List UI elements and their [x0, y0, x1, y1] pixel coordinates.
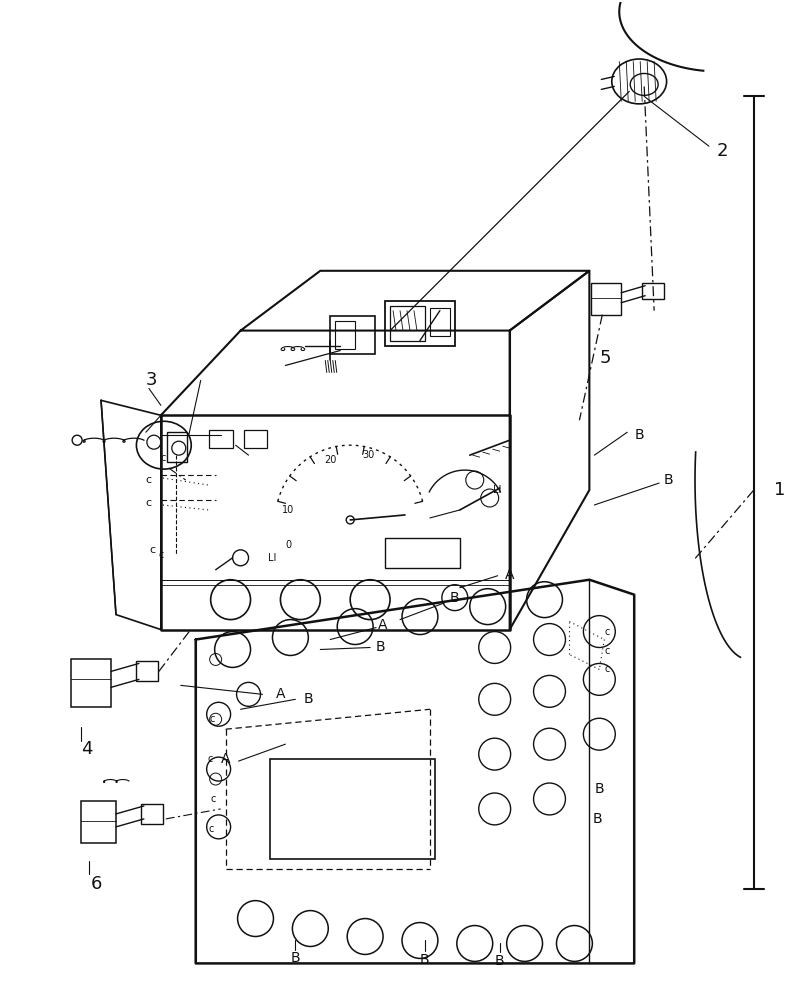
Text: 1: 1 [773, 481, 784, 499]
Text: c: c [158, 550, 163, 560]
Text: 10: 10 [282, 505, 294, 515]
Text: A: A [504, 568, 513, 582]
Bar [270, 759, 435, 859]
Bar [81, 801, 116, 843]
Text: 20: 20 [324, 455, 336, 465]
Text: c: c [603, 627, 609, 637]
Bar [389, 306, 424, 341]
Bar [642, 283, 663, 299]
Text: c: c [208, 824, 214, 834]
Text: B: B [633, 428, 643, 442]
Text: LI: LI [268, 553, 277, 563]
Bar [335, 321, 354, 349]
Text: c: c [160, 453, 165, 463]
Text: B: B [303, 692, 313, 706]
Bar [384, 301, 454, 346]
Text: c: c [146, 475, 152, 485]
Text: B: B [594, 782, 603, 796]
Text: LI: LI [493, 485, 501, 495]
Bar [135, 661, 157, 681]
Bar [243, 430, 267, 448]
Text: c: c [603, 664, 609, 674]
Text: B: B [375, 640, 384, 654]
Bar [208, 430, 232, 448]
Bar [141, 804, 163, 824]
Text: 3: 3 [146, 371, 157, 389]
Text: 0: 0 [285, 540, 291, 550]
Text: B: B [290, 951, 300, 965]
Text: B: B [494, 954, 504, 968]
Text: B: B [419, 953, 429, 967]
Bar [330, 316, 375, 354]
Text: B: B [592, 812, 602, 826]
Text: A: A [221, 752, 230, 766]
Text: 6: 6 [91, 875, 102, 893]
Bar [71, 659, 111, 707]
Text: c: c [210, 714, 215, 724]
Text: 30: 30 [362, 450, 374, 460]
Text: 5: 5 [599, 349, 610, 367]
Text: B: B [449, 591, 459, 605]
Bar [590, 283, 620, 315]
Text: B: B [663, 473, 673, 487]
Text: c: c [210, 794, 216, 804]
Text: c: c [208, 754, 213, 764]
Text: c: c [149, 545, 156, 555]
Bar [429, 308, 449, 336]
Bar [384, 538, 459, 568]
Text: 2: 2 [716, 142, 727, 160]
Text: 4: 4 [81, 740, 92, 758]
Bar [166, 432, 187, 462]
Text: A: A [276, 687, 285, 701]
Text: A: A [378, 618, 387, 632]
Text: c: c [146, 498, 152, 508]
Text: c: c [603, 646, 609, 656]
